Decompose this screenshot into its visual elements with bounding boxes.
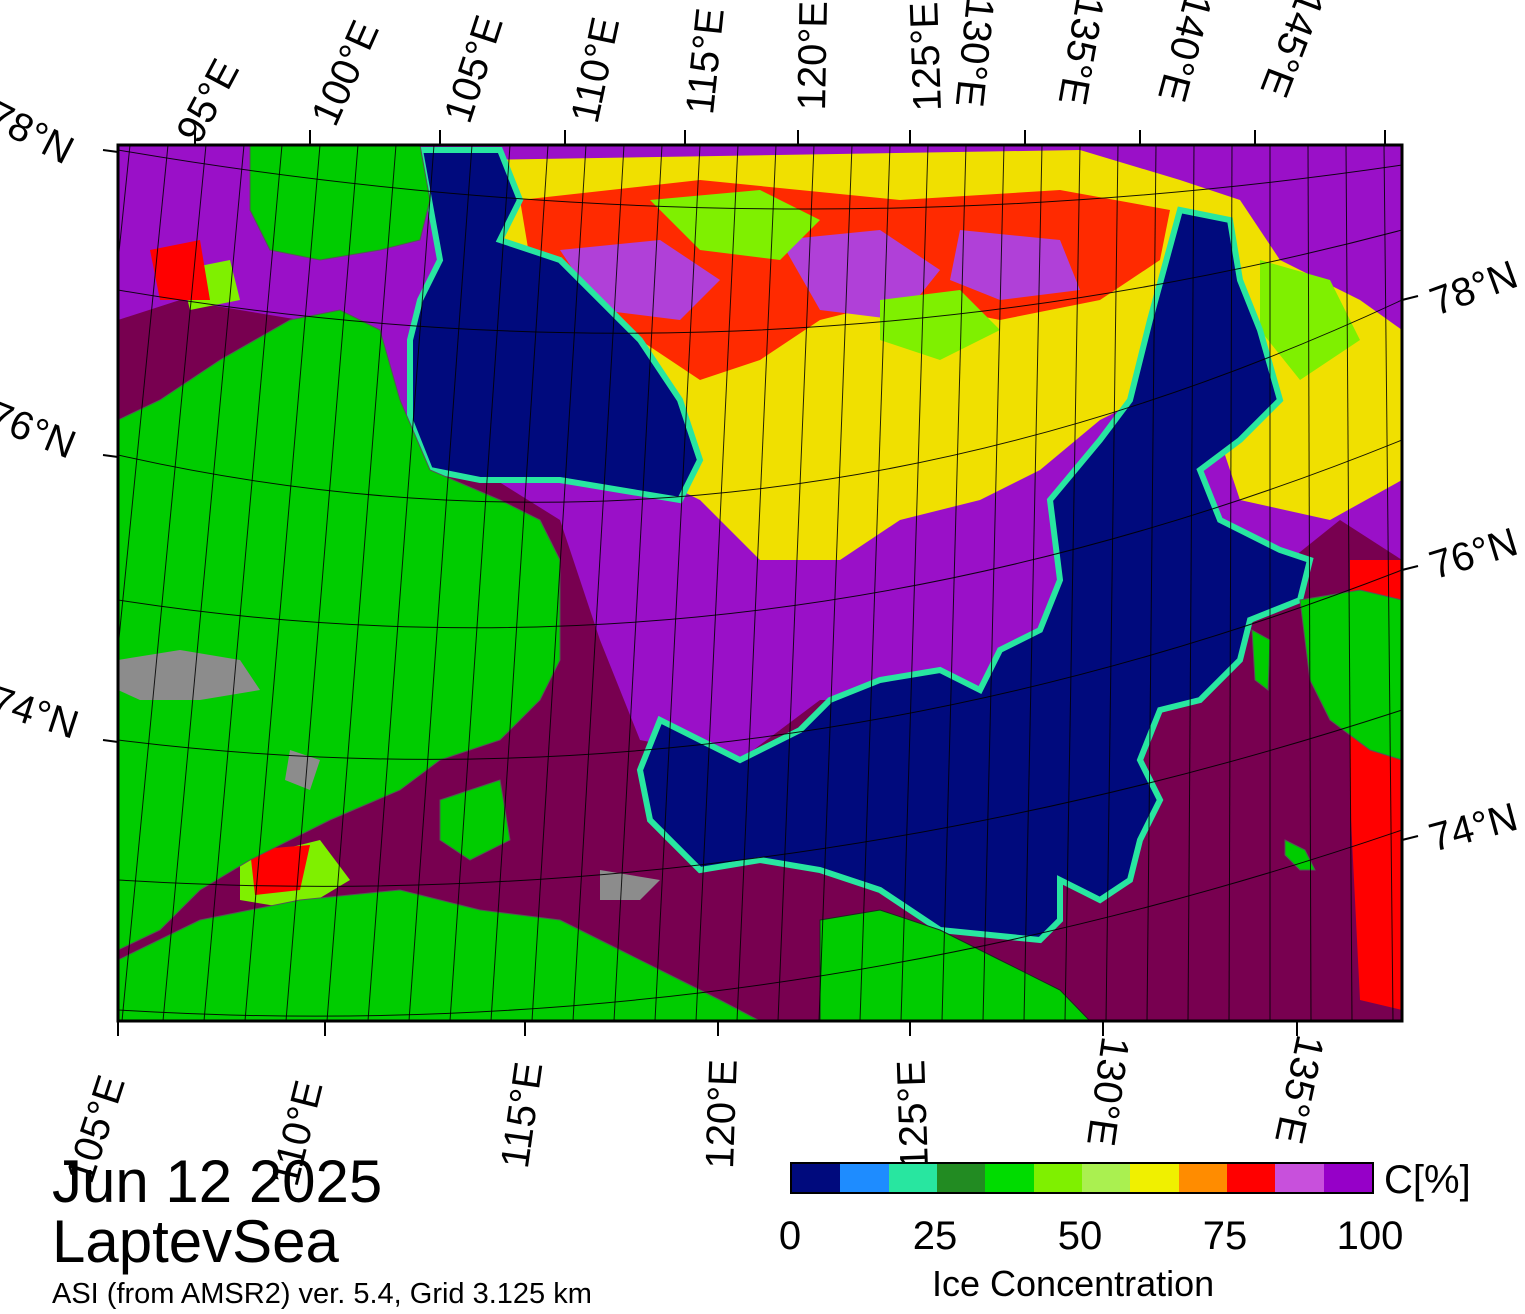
colorbar-segment [1081,1164,1131,1192]
land-taymyr [118,309,561,951]
colorbar-segment [936,1164,986,1192]
land-mainland-west-shore [439,779,511,861]
colorbar-tick-label: 0 [778,1214,802,1258]
land-south-coast [118,889,761,1021]
land-severnaya [249,145,431,261]
land-mask-grey [118,650,660,900]
top-longitude-label: 115°E [678,5,733,117]
map-frame [116,143,1404,1023]
map-region: LaptevSea [52,1208,339,1275]
land-new-siberian [1299,589,1402,761]
meridians [118,145,1394,1021]
bottom-longitude-label: 120°E [698,1058,746,1170]
colorbar [790,1162,1374,1194]
land-stolbovoy [1251,629,1271,691]
colorbar-tick-label: 75 [1202,1214,1248,1258]
marginal-ice-purple-patches [560,230,1080,320]
colorbar-segment [1323,1164,1372,1192]
graticule [118,149,1402,1017]
top-longitude-label: 120°E [790,0,836,111]
colorbar-segment [1275,1164,1324,1192]
top-longitude-label: 125°E [902,1,950,113]
open-water-main [636,206,1314,944]
colorbar-title: Ice Concentration [932,1263,1215,1304]
colorbar-tick-label: 100 [1336,1214,1404,1258]
land-small-island [1284,839,1316,871]
colorbar-tick-label: 25 [912,1214,958,1258]
colorbar-segment [1178,1164,1227,1192]
colorbar-segment [840,1164,889,1192]
colorbar-segment [985,1164,1034,1192]
open-water-west [407,147,704,504]
colorbar-segment [1226,1164,1276,1192]
colorbar-segment [792,1164,841,1192]
colorbar-unit: C[%] [1384,1158,1471,1202]
colorbar-segment [888,1164,937,1192]
bottom-longitude-label: 125°E [889,1059,937,1171]
colorbar-tick-label: 50 [1057,1214,1103,1258]
land-lena-delta [819,909,1091,1021]
map-subtitle: ASI (from AMSR2) ver. 5.4, Grid 3.125 km [52,1278,592,1310]
colorbar-segment [1033,1164,1082,1192]
map-date: Jun 12 2025 [52,1148,383,1215]
colorbar-segment [1130,1164,1179,1192]
